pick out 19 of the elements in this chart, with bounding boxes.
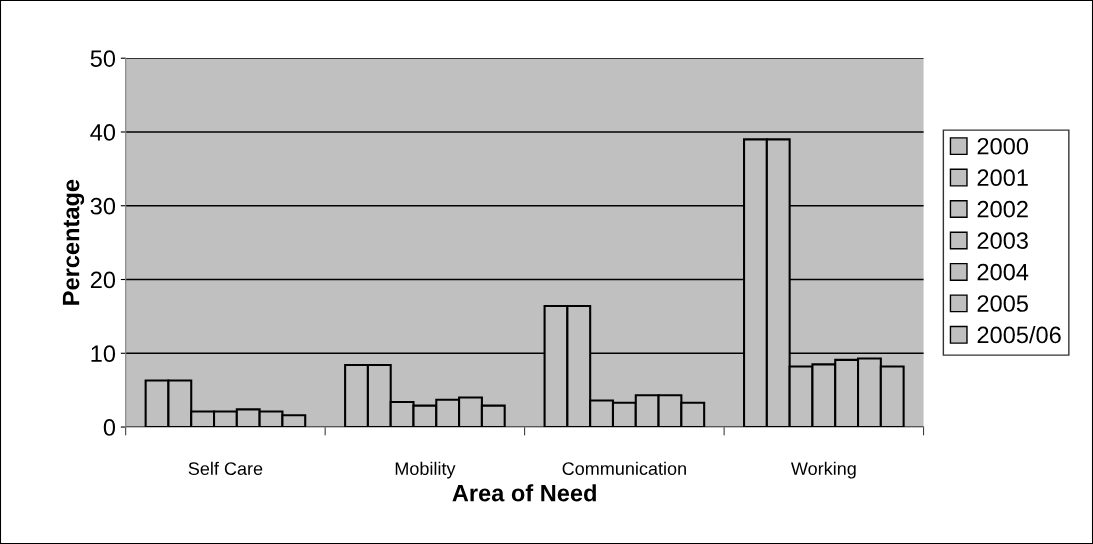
x-tick-label: Self Care	[188, 461, 263, 476]
legend-label: 2000	[977, 137, 1029, 155]
legend-label: 2002	[977, 200, 1028, 218]
x-axis-title: Area of Need	[452, 484, 596, 502]
legend-label: 2005	[977, 295, 1028, 312]
y-axis-title: Percentage	[62, 179, 85, 305]
x-tick-label: Working	[790, 461, 856, 479]
legend-label: 2001	[977, 169, 1028, 187]
y-tick-label: 40	[90, 124, 116, 141]
x-tick-label: Mobility	[395, 461, 456, 479]
y-tick-label: 0	[103, 419, 116, 436]
legend-label: 2005/06	[977, 325, 1061, 344]
y-tick-label: 50	[90, 50, 116, 67]
x-tick-label: Communication	[562, 461, 686, 476]
y-tick-label: 30	[90, 197, 116, 215]
legend-label: 2003	[977, 232, 1028, 249]
y-tick-label: 10	[91, 345, 116, 363]
y-tick-label: 20	[90, 271, 116, 289]
legend-label: 2004	[977, 263, 1029, 281]
